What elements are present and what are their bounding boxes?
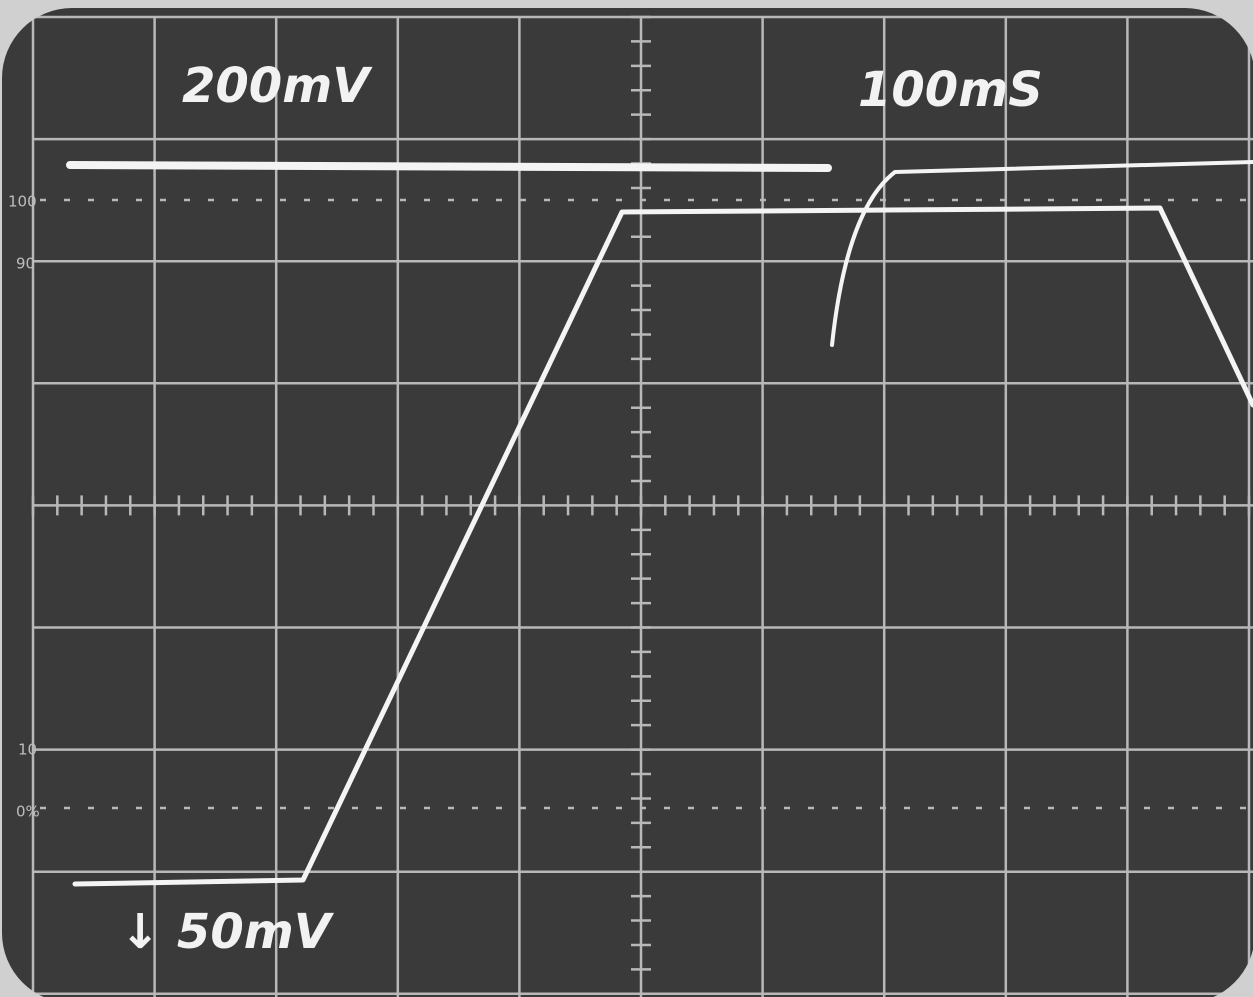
graticule-label: 90 <box>16 255 35 273</box>
volts-per-div: 200mV <box>182 58 373 114</box>
graticule-label: 100 <box>8 193 37 211</box>
oscilloscope-screen: 200mV 100mS ↓ 50mV 100 90 10 0% <box>0 0 1253 997</box>
time-per-div: 100mS <box>858 62 1043 118</box>
trace-reference <box>70 165 828 168</box>
graticule-label: 0% <box>16 803 40 821</box>
channel-2-scale: ↓ 50mV <box>120 904 335 960</box>
graticule-label: 10 <box>18 741 37 759</box>
crt <box>2 8 1253 997</box>
